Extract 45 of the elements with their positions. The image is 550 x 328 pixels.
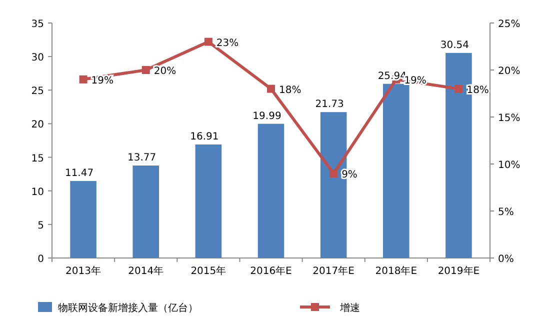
x-tick-label: 2016年E bbox=[250, 265, 292, 277]
point bbox=[330, 169, 338, 178]
data-label: 19% bbox=[91, 75, 114, 86]
y-tick-label: 5 bbox=[38, 220, 44, 232]
point bbox=[204, 38, 212, 46]
data-label: 18% bbox=[279, 84, 302, 96]
y-tick-label: 30 bbox=[31, 52, 44, 64]
y2-tick-label: 0% bbox=[498, 254, 514, 265]
data-label: 23% bbox=[216, 38, 239, 49]
y-tick-label: 20 bbox=[31, 120, 44, 131]
x-tick-label: 2019年E bbox=[438, 265, 480, 277]
legend-label: 物联网设备新增接入量（亿台） bbox=[58, 302, 198, 314]
y2-tick-label: 10% bbox=[498, 160, 520, 171]
data-label: 16.91 bbox=[190, 131, 219, 142]
y2-tick-label: 25% bbox=[498, 19, 520, 30]
data-label: 13.77 bbox=[128, 152, 156, 164]
y-tick-label: 0 bbox=[38, 254, 44, 265]
y2-tick-label: 20% bbox=[498, 66, 520, 77]
bar bbox=[258, 124, 284, 258]
x-tick-label: 2013年 bbox=[66, 265, 102, 277]
legend-label: 增速 bbox=[339, 302, 360, 314]
y2-tick-label: 5% bbox=[498, 207, 514, 218]
y-tick-label: 10 bbox=[31, 186, 44, 198]
x-tick-label: 2015年 bbox=[190, 265, 226, 277]
point bbox=[454, 84, 463, 93]
data-label: 19% bbox=[404, 75, 426, 86]
x-tick-label: 2018年E bbox=[375, 265, 418, 277]
y-tick-label: 15 bbox=[31, 153, 44, 164]
y-tick-label: 25 bbox=[31, 86, 44, 98]
x-tick-label: 2014年 bbox=[128, 265, 164, 277]
data-label: 20% bbox=[154, 66, 176, 77]
bar bbox=[195, 144, 222, 258]
point bbox=[267, 84, 275, 93]
y2-tick-label: 15% bbox=[498, 113, 520, 124]
x-tick-label: 2017年E bbox=[312, 265, 354, 277]
bar bbox=[132, 166, 159, 258]
data-label: 30.54 bbox=[440, 40, 470, 51]
y-tick-label: 35 bbox=[31, 19, 44, 30]
bar bbox=[70, 180, 96, 258]
point bbox=[142, 66, 150, 74]
data-label: 11.47 bbox=[64, 168, 94, 179]
point bbox=[79, 75, 88, 84]
bar bbox=[383, 84, 410, 258]
data-label: 19.99 bbox=[252, 110, 282, 122]
data-label: 21.73 bbox=[315, 99, 344, 110]
